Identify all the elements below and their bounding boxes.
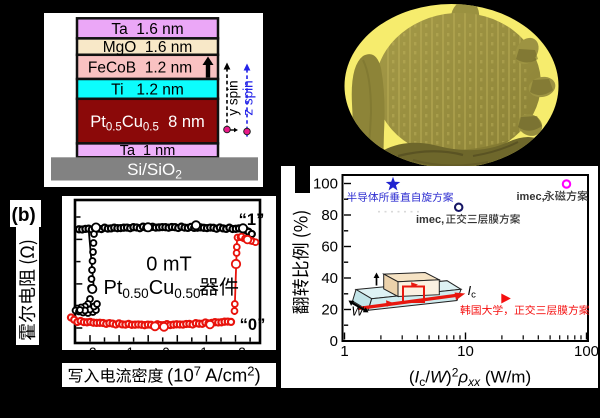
svg-text:(b): (b) — [12, 205, 36, 226]
svg-text:100: 100 — [313, 176, 338, 193]
svg-text:100: 100 — [574, 343, 598, 360]
svg-text:Si/SiO2: Si/SiO2 — [127, 160, 182, 182]
svg-text:80: 80 — [321, 207, 338, 224]
svg-text:FeCoB 1.2 nm: FeCoB 1.2 nm — [88, 59, 192, 76]
svg-text:imec,: imec, — [517, 191, 545, 203]
svg-text:(107 A/cm2): (107 A/cm2) — [167, 364, 261, 386]
svg-text:y spin: y spin — [226, 80, 241, 115]
svg-text:0: 0 — [330, 333, 338, 350]
svg-text:0 mT: 0 mT — [146, 254, 192, 276]
svg-text:20: 20 — [321, 302, 338, 319]
svg-text:1: 1 — [340, 343, 348, 360]
svg-text:10: 10 — [457, 343, 474, 360]
svg-text:Ti 1.2 nm: Ti 1.2 nm — [111, 82, 184, 99]
svg-text:0: 0 — [162, 345, 170, 350]
svg-text:W: W — [352, 305, 365, 319]
svg-text:Ta 1 nm: Ta 1 nm — [120, 143, 176, 159]
svg-text:MgO 1.6 nm: MgO 1.6 nm — [103, 39, 193, 56]
svg-text:Ta 1.6 nm: Ta 1.6 nm — [111, 21, 183, 38]
svg-text:z spin: z spin — [241, 80, 256, 115]
svg-text:60: 60 — [321, 239, 338, 256]
svg-text:-1: -1 — [122, 345, 134, 350]
svg-text:“0”: “0” — [240, 316, 266, 334]
svg-text:imec,: imec, — [416, 214, 444, 226]
svg-text:(Ic/W)2ρxx (W/m): (Ic/W)2ρxx (W/m) — [409, 366, 531, 390]
svg-text:40: 40 — [321, 270, 338, 287]
svg-text:2: 2 — [238, 345, 246, 350]
svg-text:Ic: Ic — [468, 283, 477, 301]
svg-text:-2: -2 — [84, 345, 96, 350]
svg-text:Pt0.50Cu0.50: Pt0.50Cu0.50 — [104, 277, 201, 301]
svg-text:“1”: “1” — [239, 211, 265, 229]
svg-text:1: 1 — [200, 345, 208, 350]
